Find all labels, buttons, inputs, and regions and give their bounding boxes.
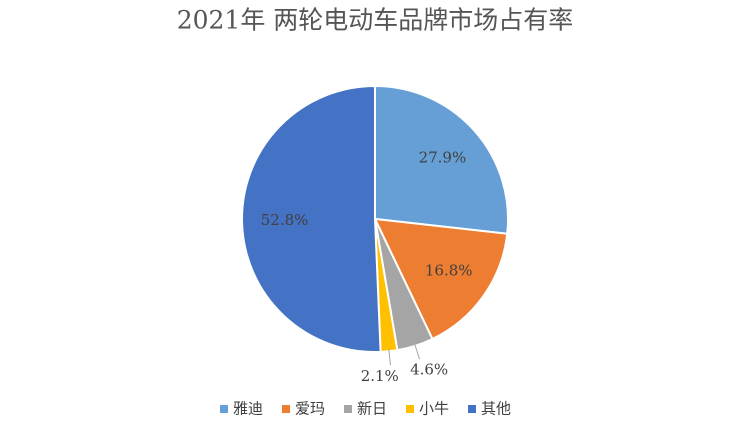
legend-label: 新日 xyxy=(357,400,387,418)
chart-title: 2021年 两轮电动车品牌市场占有率 xyxy=(177,6,574,35)
legend-swatch xyxy=(468,405,476,413)
pie-slice xyxy=(373,217,509,341)
data-label: 16.8% xyxy=(425,261,473,279)
data-label: 27.9% xyxy=(419,149,467,167)
data-label: 52.8% xyxy=(261,211,309,229)
legend-swatch xyxy=(344,405,352,413)
pie-slice xyxy=(374,84,509,235)
data-label: 2.1% xyxy=(361,367,399,385)
legend-label: 小牛 xyxy=(419,400,449,418)
pie-slice xyxy=(241,84,382,353)
legend-swatch xyxy=(220,405,228,413)
data-label: 4.6% xyxy=(410,361,448,379)
legend-label: 其他 xyxy=(481,400,511,418)
leader-line xyxy=(414,343,420,360)
legend-label: 爱玛 xyxy=(295,400,325,418)
legend-label: 雅迪 xyxy=(233,400,263,418)
legend-swatch xyxy=(406,405,414,413)
leader-line xyxy=(388,349,391,366)
legend-swatch xyxy=(282,405,290,413)
